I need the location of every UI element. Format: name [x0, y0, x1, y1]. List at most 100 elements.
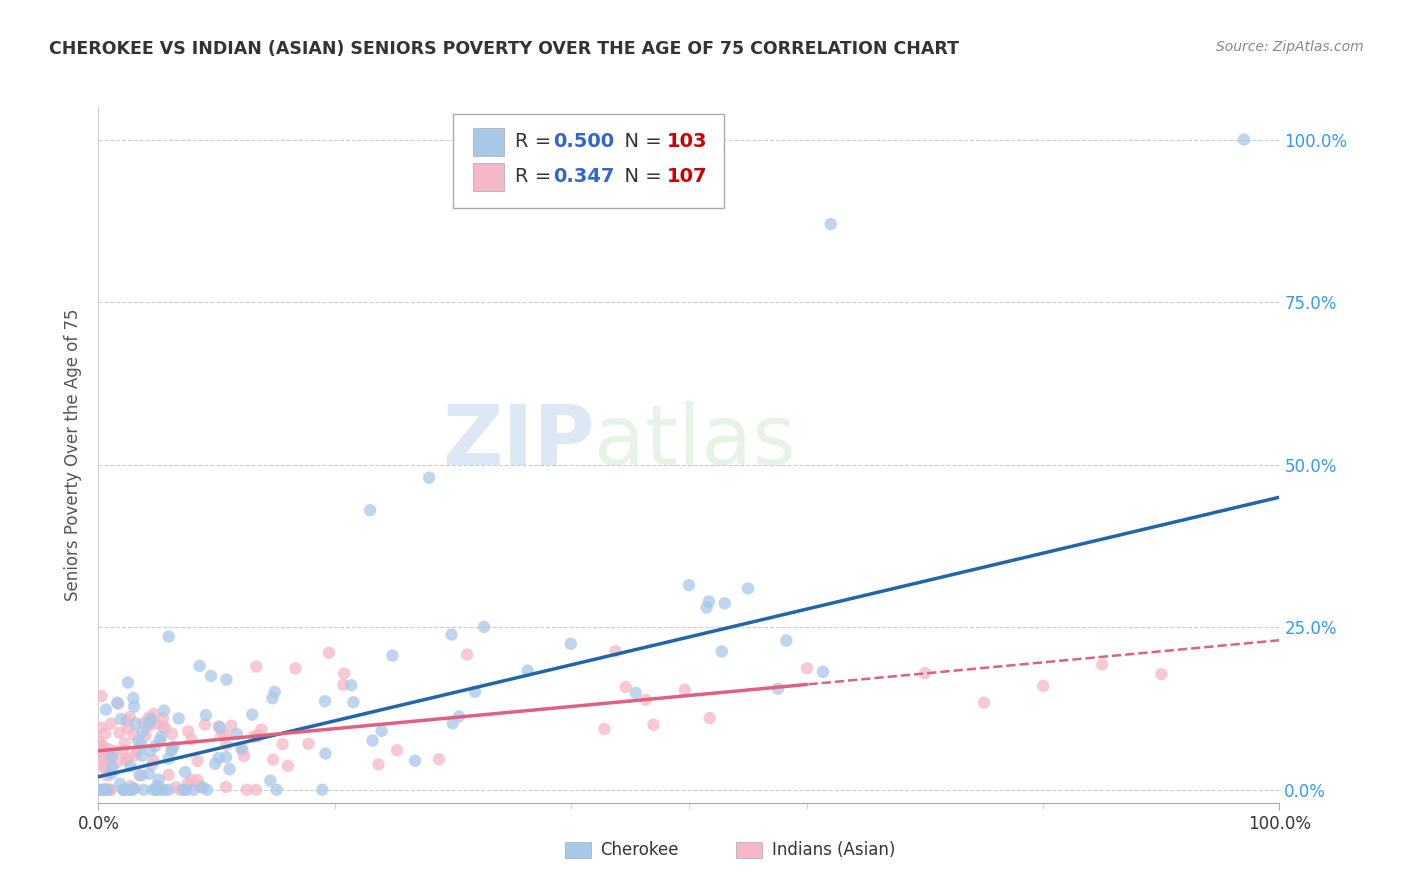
Point — [472, 620, 495, 634]
Point — [100, 782, 122, 797]
Point — [127, 734, 149, 748]
Point — [404, 754, 426, 768]
Text: N =: N = — [612, 167, 668, 186]
Point — [101, 760, 124, 774]
Point — [124, 781, 146, 796]
Point — [131, 738, 153, 752]
Point — [132, 782, 155, 797]
Point — [262, 691, 284, 706]
Point — [464, 685, 486, 699]
Point — [94, 782, 117, 797]
Point — [593, 722, 616, 736]
Point — [973, 696, 995, 710]
Point — [1032, 679, 1054, 693]
Point — [215, 738, 238, 752]
Point — [240, 707, 263, 722]
Point — [235, 782, 257, 797]
Point — [107, 697, 129, 711]
Point — [172, 782, 194, 797]
Point — [231, 743, 253, 757]
Point — [120, 779, 142, 793]
Point — [215, 673, 238, 687]
Point — [1233, 132, 1256, 146]
Point — [614, 680, 637, 694]
Point — [96, 782, 118, 797]
Point — [149, 733, 172, 747]
Text: 107: 107 — [666, 167, 707, 186]
Point — [90, 782, 112, 797]
Point — [333, 666, 356, 681]
FancyBboxPatch shape — [737, 842, 762, 858]
Point — [914, 665, 936, 680]
Point — [271, 737, 294, 751]
Point — [332, 678, 354, 692]
Point — [266, 782, 288, 797]
Point — [152, 719, 174, 733]
Point — [100, 766, 122, 780]
Point — [194, 717, 217, 731]
Point — [678, 578, 700, 592]
Point — [152, 711, 174, 725]
Point — [318, 646, 340, 660]
Point — [1150, 667, 1173, 681]
Point — [297, 737, 319, 751]
Point — [112, 743, 135, 757]
FancyBboxPatch shape — [472, 162, 503, 191]
Point — [180, 732, 202, 747]
Point — [245, 782, 267, 797]
Point — [207, 751, 229, 765]
Point — [231, 741, 253, 756]
Point — [200, 669, 222, 683]
Point — [127, 745, 149, 759]
Point — [820, 217, 842, 231]
Point — [148, 772, 170, 787]
Point — [195, 782, 218, 797]
Point — [124, 748, 146, 763]
Y-axis label: Seniors Poverty Over the Age of 75: Seniors Poverty Over the Age of 75 — [65, 309, 83, 601]
Point — [143, 739, 166, 753]
Point — [245, 659, 267, 673]
Point — [136, 716, 159, 731]
Point — [311, 782, 333, 797]
Point — [87, 734, 110, 748]
Text: ZIP: ZIP — [441, 401, 595, 482]
Text: R =: R = — [516, 132, 558, 152]
Point — [112, 782, 135, 797]
Point — [162, 739, 184, 754]
Point — [225, 727, 247, 741]
Point — [150, 730, 173, 744]
Point — [153, 721, 176, 735]
Point — [233, 749, 256, 764]
Point — [118, 782, 141, 797]
Text: 103: 103 — [666, 132, 707, 152]
Point — [91, 782, 114, 797]
Point — [114, 736, 136, 750]
Point — [105, 696, 128, 710]
Point — [131, 768, 153, 782]
Point — [160, 727, 183, 741]
Point — [243, 730, 266, 744]
Point — [418, 471, 440, 485]
Point — [94, 703, 117, 717]
Point — [115, 754, 138, 768]
Point — [643, 718, 665, 732]
Point — [516, 664, 538, 678]
Point — [605, 644, 627, 658]
Point — [456, 648, 478, 662]
Point — [737, 582, 759, 596]
Point — [169, 782, 191, 797]
Point — [97, 782, 120, 797]
Point — [124, 716, 146, 731]
Point — [560, 637, 582, 651]
Point — [766, 681, 789, 696]
Point — [142, 706, 165, 721]
Text: atlas: atlas — [595, 401, 796, 482]
Point — [359, 503, 381, 517]
Point — [277, 759, 299, 773]
Point — [187, 754, 209, 768]
Point — [96, 768, 118, 782]
Point — [157, 782, 180, 797]
Point — [132, 716, 155, 731]
Point — [94, 756, 117, 770]
Text: Source: ZipAtlas.com: Source: ZipAtlas.com — [1216, 40, 1364, 54]
